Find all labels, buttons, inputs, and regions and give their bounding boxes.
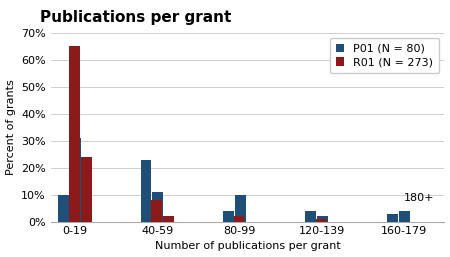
Bar <box>223 211 234 222</box>
Bar <box>234 216 244 222</box>
Bar <box>235 195 246 222</box>
Text: 180+: 180+ <box>404 193 435 203</box>
Bar <box>81 157 92 222</box>
Bar <box>152 200 162 222</box>
Bar <box>387 214 398 222</box>
Bar <box>317 216 328 222</box>
Bar <box>141 160 152 222</box>
X-axis label: Number of publications per grant: Number of publications per grant <box>155 241 341 251</box>
Bar <box>163 216 174 222</box>
Bar <box>316 219 327 222</box>
Bar <box>70 138 81 222</box>
Text: Publications per grant: Publications per grant <box>40 10 232 25</box>
Bar <box>69 46 80 222</box>
Y-axis label: Percent of grants: Percent of grants <box>5 79 16 175</box>
Bar <box>58 195 69 222</box>
Bar <box>305 211 316 222</box>
Bar <box>399 211 410 222</box>
Bar <box>153 192 163 222</box>
Legend: P01 (N = 80), R01 (N = 273): P01 (N = 80), R01 (N = 273) <box>330 38 439 73</box>
